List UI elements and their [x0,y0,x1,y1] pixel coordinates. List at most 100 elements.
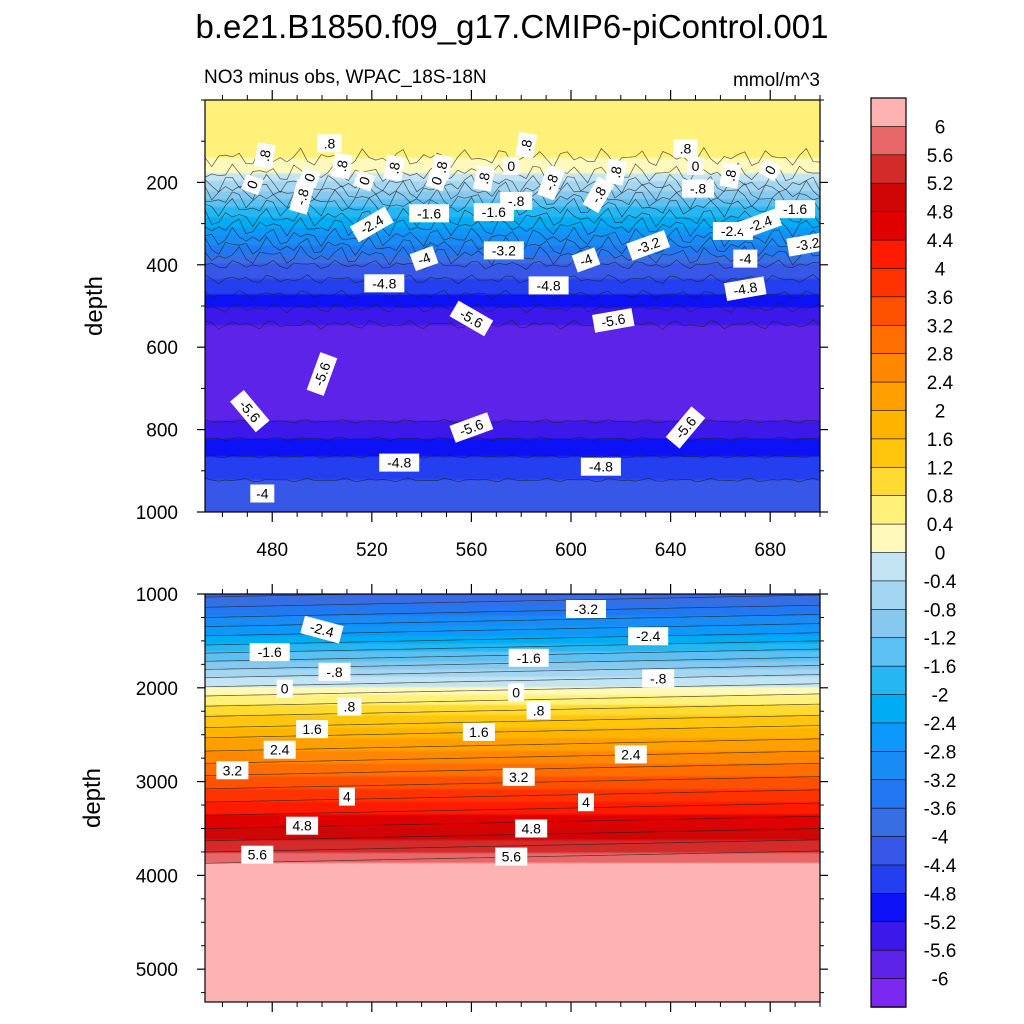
contour-label: 3.2 [502,767,535,786]
contour-label-box [592,308,635,333]
lower-plot-frame [204,593,821,1003]
contour-label: -1.6 [409,204,450,223]
contour-line [205,319,820,330]
colorbar-label: 5.6 [927,146,953,167]
contour-line [205,594,820,608]
contour-label-box [582,176,615,214]
contour-label: .8 [330,152,353,180]
y-tick-label: 2000 [136,679,178,700]
contour-label: -.8 [318,662,351,681]
colorbar-swatch [870,836,907,866]
contour-label-box [379,453,420,472]
contour-label-text: 0 [692,158,700,174]
colorbar-label: -0.8 [924,600,957,621]
contour-label-box [642,669,675,688]
contour-label-box [578,793,594,812]
contour-label-box [383,154,406,182]
contour-label: -4.8 [528,276,569,295]
contour-label-text: 4 [582,794,590,810]
contour-label: -.8 [642,669,675,688]
contour-label: -4 [733,249,758,268]
contour-label-text: -1.6 [417,205,441,221]
contour-label-text: -2.4 [308,619,336,641]
x-tick-label: 560 [456,540,488,561]
contour-label-box [462,722,495,741]
contour-label: 0 [687,156,704,175]
contour-label: .8 [337,697,362,716]
contour-line [205,750,820,764]
contour-label-box [230,389,270,433]
contour-line [205,289,820,300]
contour-label-box [673,139,698,158]
contour-label: 0 [758,158,782,182]
contour-label-box [306,352,338,396]
contour-label: -4.8 [379,453,420,472]
contour-line [205,632,820,646]
colorbar-label: 1.2 [927,458,953,479]
contour-label: 0 [353,170,376,192]
contour-label-text: -.8 [650,670,667,686]
contour-label: -4.8 [724,276,767,302]
contour-label-text: -4.8 [537,277,561,293]
contour-label-box [353,170,376,192]
contour-label-text: -3.2 [634,234,662,257]
colorbar-swatch [870,211,907,241]
contour-label-text: -4.8 [372,275,396,291]
contour-line [205,477,820,483]
contour-line [205,419,820,424]
subtitle-right: mmol/m^3 [733,70,820,91]
contour-label-box [502,767,535,786]
contour-label-text: .8 [385,161,403,175]
colorbar-swatch [870,949,907,980]
contour-label: 4.8 [515,819,548,838]
contour-label-box [626,230,671,261]
contour-label: .8 [526,701,551,720]
contour-label-text: -1.6 [258,644,282,660]
contour-label: .8 [515,131,538,159]
contour-label-box [724,276,767,302]
colorbar-swatch [870,182,907,213]
contour-label-box [300,615,344,644]
contour-label-box [249,643,290,662]
contour-label-text: 3.2 [223,762,243,778]
contour-label: .8 [472,164,495,192]
colorbar-swatch [870,722,907,753]
contour-label: -2.4 [300,615,344,644]
contour-label-text: .8 [256,148,274,162]
contour-label-text: .8 [607,165,625,179]
colorbar-swatch [870,807,907,838]
contour-line [205,802,820,816]
contour-label: 0 [425,170,448,192]
x-tick-label: 680 [754,540,786,561]
contour-label: -1.6 [249,643,290,662]
contour-label-box [758,158,782,182]
contour-line [205,454,820,459]
colorbar-swatch [870,609,907,639]
colorbar-swatch [870,523,907,554]
contour-label-box [449,412,494,443]
contour-label-box [425,170,448,192]
contour-label: 2.4 [614,745,647,764]
colorbar-label: 0.4 [927,515,954,536]
contour-label-box [296,720,329,739]
contour-label: 4 [338,787,355,806]
colorbar-swatch [870,97,907,128]
x-tick-label: 600 [555,540,587,561]
contour-label-box [614,745,647,764]
contour-label-text: -.8 [690,181,707,197]
contour-line [205,789,820,803]
colorbar: 6 5.6 5.2 4.8 4.4 4 3.6 3.2 2.8 2.4 2 1.6 1.2 0.8 0.4 0… [870,97,957,1008]
colorbar-swatch [870,552,907,582]
contour-label-text: 4.8 [292,818,312,834]
contour-label-text: -4 [416,249,433,268]
colorbar-label: 4.4 [927,231,954,252]
contour-label-box [775,200,816,219]
contour-label-box [508,683,525,702]
contour-label-text: -2.4 [746,212,774,235]
contour-label-text: 0 [281,681,289,697]
contour-label-box [349,206,394,243]
colorbar-label: 0.8 [927,487,953,508]
contour-label: 0 [503,156,520,175]
colorbar-label: -3.2 [924,771,957,792]
